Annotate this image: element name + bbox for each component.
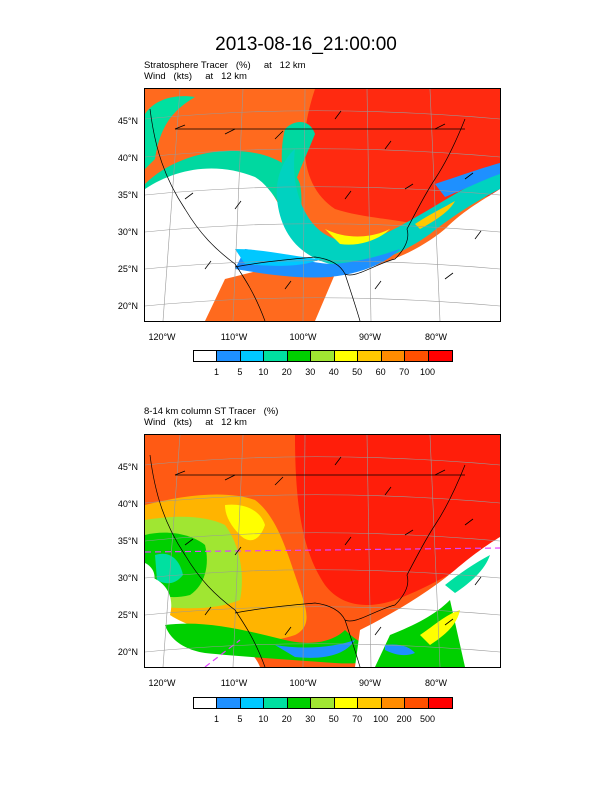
colorbar-label: 100 — [373, 714, 389, 724]
panel1-lat-label: 30°N — [117, 227, 138, 237]
colorbar-label: 1 — [213, 714, 219, 724]
panel2-subtitle-line1: 8-14 km column ST Tracer (%) — [144, 406, 279, 417]
panel1-lat-label: 20°N — [117, 301, 138, 311]
colorbar-swatch — [264, 698, 288, 708]
panel1-lon-label: 120°W — [148, 332, 176, 342]
panel2-lon-label: 120°W — [148, 678, 176, 688]
panel2-lat-label: 45°N — [117, 462, 138, 472]
panel1-lat-label: 45°N — [117, 116, 138, 126]
panel2-map-field — [145, 435, 500, 667]
panel1-map-field — [145, 89, 500, 321]
colorbar-label: 30 — [305, 714, 316, 724]
colorbar-label: 50 — [352, 367, 363, 377]
colorbar-swatch — [217, 698, 241, 708]
colorbar-swatch — [381, 698, 406, 708]
panel1-lon-label: 110°W — [220, 332, 248, 342]
panel1-lon-label: 100°W — [289, 332, 317, 342]
colorbar-label: 1 — [213, 367, 219, 377]
colorbar-label: 20 — [281, 714, 292, 724]
panel2-lat-label: 30°N — [117, 573, 138, 583]
colorbar-label: 70 — [399, 367, 410, 377]
colorbar-label: 70 — [352, 714, 363, 724]
panel1-map — [144, 88, 501, 322]
panel2-lat-label: 25°N — [117, 610, 138, 620]
panel2-colorbar — [193, 697, 453, 709]
colorbar-swatch — [311, 698, 335, 708]
colorbar-label: 50 — [328, 714, 339, 724]
colorbar-label: 5 — [237, 714, 243, 724]
colorbar-label: 60 — [375, 367, 386, 377]
colorbar-swatch — [334, 351, 359, 361]
colorbar-swatch — [311, 351, 335, 361]
colorbar-swatch — [358, 698, 382, 708]
colorbar-label: 5 — [237, 367, 243, 377]
panel1-lat-label: 25°N — [117, 264, 138, 274]
colorbar-swatch — [217, 351, 241, 361]
colorbar-swatch — [405, 698, 429, 708]
colorbar-swatch — [428, 698, 452, 708]
colorbar-swatch — [264, 351, 288, 361]
colorbar-label: 100 — [420, 367, 436, 377]
panel1-subtitle-line1: Stratosphere Tracer (%) at 12 km — [144, 60, 306, 71]
panel2-lat-label: 40°N — [117, 499, 138, 509]
colorbar-swatch — [405, 351, 429, 361]
panel2-lon-label: 80°W — [424, 678, 448, 688]
colorbar-label: 30 — [305, 367, 316, 377]
panel2-lat-label: 35°N — [117, 536, 138, 546]
panel2-map — [144, 434, 501, 668]
colorbar-swatch — [381, 351, 406, 361]
colorbar-swatch — [287, 351, 312, 361]
colorbar-label: 10 — [258, 714, 269, 724]
panel2-lat-label: 20°N — [117, 647, 138, 657]
colorbar-swatch — [240, 698, 265, 708]
panel2-lon-label: 110°W — [220, 678, 248, 688]
panel2-lon-label: 90°W — [358, 678, 382, 688]
colorbar-label: 500 — [420, 714, 436, 724]
panel2-lon-label: 100°W — [289, 678, 317, 688]
colorbar-label: 20 — [281, 367, 292, 377]
colorbar-swatch — [358, 351, 382, 361]
colorbar-swatch — [334, 698, 359, 708]
panel1-lon-label: 90°W — [358, 332, 382, 342]
panel1-lat-label: 40°N — [117, 153, 138, 163]
colorbar-swatch — [240, 351, 265, 361]
colorbar-swatch — [287, 698, 312, 708]
colorbar-swatch — [194, 351, 218, 361]
panel1-colorbar — [193, 350, 453, 362]
panel1-lat-label: 35°N — [117, 190, 138, 200]
colorbar-label: 40 — [328, 367, 339, 377]
panel1-subtitle-line2: Wind (kts) at 12 km — [144, 71, 247, 82]
colorbar-swatch — [428, 351, 452, 361]
colorbar-swatch — [194, 698, 218, 708]
panel1-lon-label: 80°W — [424, 332, 448, 342]
colorbar-label: 200 — [396, 714, 412, 724]
panel2-subtitle-line2: Wind (kts) at 12 km — [144, 417, 247, 428]
figure-title: 2013-08-16_21:00:00 — [215, 34, 397, 55]
colorbar-label: 10 — [258, 367, 269, 377]
